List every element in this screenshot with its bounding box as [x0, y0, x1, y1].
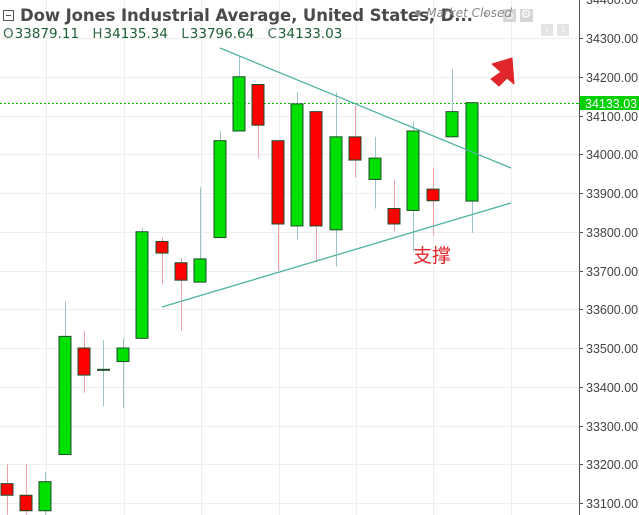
candle-down	[19, 464, 33, 515]
candle-up	[116, 338, 130, 409]
axis-tick-label: 33600.00	[586, 303, 638, 317]
candle-down	[174, 258, 188, 331]
candle-up	[445, 69, 459, 138]
candle-up	[232, 55, 246, 132]
candle-up	[368, 136, 382, 209]
collapse-icon[interactable]	[3, 9, 14, 21]
candle-down	[271, 140, 285, 271]
scale-buttons: ↓ ↕	[541, 24, 569, 36]
candle-body	[290, 103, 304, 227]
candle-down	[77, 330, 91, 393]
candle-body	[0, 483, 14, 496]
candle-body	[271, 140, 285, 225]
price-tag-value: 34133.03	[585, 97, 637, 111]
axis-tick-label: 33700.00	[586, 265, 638, 279]
price-axis[interactable]: 34400.00 34300.00 34200.00 34100.00 34000.00…	[576, 0, 639, 515]
candle-down	[155, 237, 169, 285]
candle-body	[387, 208, 401, 225]
support-annotation: 支撑	[413, 245, 451, 267]
candle-body	[193, 258, 207, 283]
up-arrow-icon	[490, 57, 515, 87]
title-row: Dow Jones Industrial Average, United Sta…	[3, 4, 533, 26]
candle-down	[387, 179, 401, 232]
last-price-tag[interactable]: 34133.03	[576, 96, 639, 111]
candle-body	[116, 347, 130, 363]
candle-body	[58, 335, 72, 456]
candle-up	[406, 121, 420, 252]
candle-body	[19, 494, 33, 512]
candle-body	[251, 84, 265, 126]
low-value: 33796.64	[189, 26, 255, 42]
candles	[0, 55, 479, 515]
scale-updown-icon[interactable]: ↕	[557, 24, 569, 36]
candle-body	[348, 136, 362, 161]
candle-body	[309, 111, 323, 227]
candle-down	[251, 84, 265, 159]
close-value: 34133.03	[277, 26, 343, 42]
candle-body	[426, 188, 440, 202]
axis-tick-label: 34200.00	[586, 71, 638, 85]
axis-tick-label: 34400.00	[586, 0, 638, 7]
candle-up	[97, 340, 110, 407]
candle-up	[135, 227, 149, 339]
candle-down	[0, 464, 14, 515]
price-axis-bg	[579, 0, 639, 515]
axis-tick-label: 33100.00	[586, 497, 638, 511]
candle-body	[445, 111, 459, 138]
open-value: 33879.11	[14, 26, 80, 42]
scale-down-icon[interactable]: ↓	[541, 24, 553, 36]
eye-icon[interactable]	[502, 8, 516, 22]
grid	[0, 0, 579, 515]
candle-up	[329, 92, 343, 267]
annotations: 支撑	[413, 57, 515, 267]
candle-down	[309, 111, 323, 263]
candle-up	[290, 92, 304, 240]
support-trendline	[161, 202, 512, 308]
high-label: H	[92, 26, 103, 42]
ohlc-values: O33879.11 H34135.34 L33796.64 C34133.03	[3, 26, 351, 42]
axis-tick-label: 33500.00	[586, 342, 638, 356]
candle-body	[406, 130, 420, 211]
candle-body	[135, 231, 149, 339]
candle-body	[155, 240, 169, 254]
candle-up	[38, 472, 52, 515]
symbol-title: Dow Jones Industrial Average, United Sta…	[20, 5, 473, 25]
candle-body	[368, 157, 382, 180]
candle-up	[58, 301, 72, 456]
candle-up	[213, 131, 227, 239]
high-value: 34135.34	[103, 26, 168, 42]
candle-body	[232, 76, 246, 132]
axis-tick-label: 34100.00	[586, 110, 638, 124]
dropdown-arrow-icon[interactable]: ▼	[480, 9, 491, 21]
gear-icon[interactable]	[519, 7, 533, 22]
axis-tick-label: 33900.00	[586, 187, 638, 201]
axis-tick-label: 33300.00	[586, 420, 638, 434]
axis-tick-label: 33400.00	[586, 381, 638, 395]
candle-down	[426, 167, 440, 236]
market-status: Market Closed	[415, 6, 512, 20]
chart-header: Dow Jones Industrial Average, United Sta…	[0, 0, 578, 50]
status-dot-icon	[415, 10, 422, 16]
low-label: L	[181, 26, 189, 42]
candle-body	[329, 136, 343, 231]
candle-down	[348, 105, 362, 178]
open-label: O	[3, 26, 14, 42]
market-status-text: Market Closed	[426, 6, 512, 20]
price-tag-bg	[580, 96, 639, 110]
candle-body	[174, 262, 188, 281]
axis-tick-label: 33200.00	[586, 458, 638, 472]
resistance-trendline	[219, 47, 512, 169]
axis-tick-label: 34300.00	[586, 32, 638, 46]
candle-body	[213, 140, 227, 239]
axis-tick-label: 33800.00	[586, 226, 638, 240]
axis-tick-label: 34000.00	[586, 148, 638, 162]
candle-body	[77, 347, 91, 376]
candle-body	[38, 481, 52, 512]
candle-up	[193, 187, 207, 283]
trendlines	[161, 47, 512, 308]
close-label: C	[267, 26, 277, 42]
